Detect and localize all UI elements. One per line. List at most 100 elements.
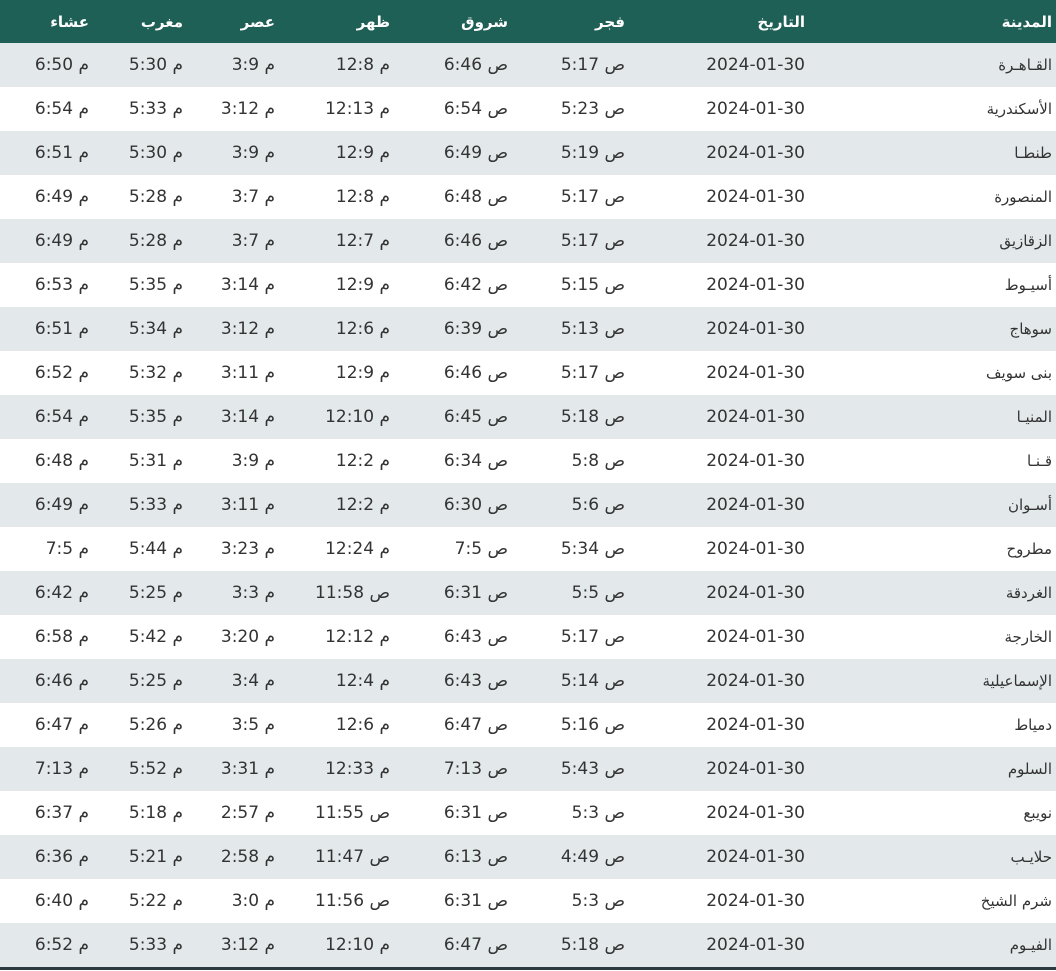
cell-isha: 6:47 م — [34, 715, 89, 735]
cell-dhuhr: 12:9 م — [335, 143, 390, 163]
cell-maghrib: 5:21 م — [128, 847, 183, 867]
cell-city: طنطـا — [1014, 144, 1052, 162]
cell-asr: 3:20 م — [220, 627, 275, 647]
table-row: شرم الشيخ 2024-01-30 5:3 ص 6:31 ص 11:56 ص 3:0… — [0, 879, 1056, 923]
cell-asr: 3:12 م — [220, 319, 275, 339]
cell-fajr: 5:23 ص — [560, 99, 625, 119]
cell-asr: 3:11 م — [220, 495, 275, 515]
cell-sunrise: 6:46 ص — [443, 363, 508, 383]
cell-asr: 3:9 م — [231, 143, 275, 163]
cell-city: دمياط — [1014, 716, 1052, 734]
cell-city: مطروح — [1006, 540, 1052, 558]
cell-fajr: 5:14 ص — [560, 671, 625, 691]
table-row: حلايـب 2024-01-30 4:49 ص 6:13 ص 11:47 ص 2:58 … — [0, 835, 1056, 879]
cell-city: بنى سويف — [986, 364, 1052, 382]
cell-isha: 6:50 م — [34, 55, 89, 75]
table-body: القـاهـرة 2024-01-30 5:17 ص 6:46 ص 12:8 م 3:9… — [0, 43, 1056, 967]
cell-sunrise: 6:46 ص — [443, 55, 508, 75]
cell-dhuhr: 12:12 م — [325, 627, 390, 647]
cell-dhuhr: 12:6 م — [335, 319, 390, 339]
cell-dhuhr: 12:8 م — [335, 187, 390, 207]
cell-sunrise: 6:47 ص — [443, 715, 508, 735]
cell-city: القـاهـرة — [998, 56, 1052, 74]
cell-date: 2024-01-30 — [706, 143, 805, 163]
table-row: دمياط 2024-01-30 5:16 ص 6:47 ص 12:6 م 3:5 م 5:… — [0, 703, 1056, 747]
cell-sunrise: 6:30 ص — [443, 495, 508, 515]
cell-sunrise: 6:54 ص — [443, 99, 508, 119]
cell-city: الأسكندرية — [986, 100, 1052, 118]
cell-dhuhr: 11:55 ص — [315, 803, 390, 823]
cell-asr: 3:3 م — [231, 583, 275, 603]
cell-date: 2024-01-30 — [706, 627, 805, 647]
table-row: الخارجة 2024-01-30 5:17 ص 6:43 ص 12:12 م 3:20… — [0, 615, 1056, 659]
cell-fajr: 5:3 ص — [571, 891, 625, 911]
table-row: الزقازيق 2024-01-30 5:17 ص 6:46 ص 12:7 م 3:7 … — [0, 219, 1056, 263]
cell-city: السلوم — [1007, 760, 1052, 778]
cell-isha: 6:52 م — [34, 935, 89, 955]
header-maghrib: مغرب — [140, 12, 183, 31]
cell-maghrib: 5:33 م — [128, 495, 183, 515]
cell-isha: 6:49 م — [34, 231, 89, 251]
header-sunrise: شروق — [461, 12, 508, 31]
table-row: الإسماعيلية 2024-01-30 5:14 ص 6:43 ص 12:4 م 3… — [0, 659, 1056, 703]
cell-dhuhr: 11:56 ص — [315, 891, 390, 911]
cell-isha: 6:52 م — [34, 363, 89, 383]
cell-maghrib: 5:30 م — [128, 143, 183, 163]
table-row: بنى سويف 2024-01-30 5:17 ص 6:46 ص 12:9 م 3:11… — [0, 351, 1056, 395]
cell-asr: 3:12 م — [220, 935, 275, 955]
cell-maghrib: 5:25 م — [128, 583, 183, 603]
header-isha: عشاء — [50, 12, 89, 31]
cell-dhuhr: 11:58 ص — [315, 583, 390, 603]
cell-fajr: 5:17 ص — [560, 363, 625, 383]
cell-date: 2024-01-30 — [706, 495, 805, 515]
cell-asr: 3:9 م — [231, 451, 275, 471]
cell-dhuhr: 12:9 م — [335, 275, 390, 295]
cell-sunrise: 6:49 ص — [443, 143, 508, 163]
cell-sunrise: 7:13 ص — [443, 759, 508, 779]
cell-city: الخارجة — [1004, 628, 1052, 646]
header-asr: عصر — [240, 12, 275, 31]
cell-sunrise: 6:34 ص — [443, 451, 508, 471]
cell-dhuhr: 12:10 م — [325, 407, 390, 427]
cell-city: أسيـوط — [1004, 276, 1052, 294]
cell-sunrise: 6:45 ص — [443, 407, 508, 427]
cell-fajr: 5:34 ص — [560, 539, 625, 559]
cell-maghrib: 5:28 م — [128, 187, 183, 207]
table-row: مطروح 2024-01-30 5:34 ص 7:5 ص 12:24 م 3:23 م 5… — [0, 527, 1056, 571]
cell-isha: 6:40 م — [34, 891, 89, 911]
cell-fajr: 5:6 ص — [571, 495, 625, 515]
cell-date: 2024-01-30 — [706, 275, 805, 295]
cell-maghrib: 5:33 م — [128, 99, 183, 119]
cell-isha: 6:49 م — [34, 495, 89, 515]
table-bottom-border — [0, 967, 1056, 970]
cell-isha: 6:46 م — [34, 671, 89, 691]
cell-isha: 6:48 م — [34, 451, 89, 471]
cell-maghrib: 5:26 م — [128, 715, 183, 735]
cell-asr: 2:57 م — [220, 803, 275, 823]
cell-fajr: 5:8 ص — [571, 451, 625, 471]
cell-fajr: 5:16 ص — [560, 715, 625, 735]
cell-maghrib: 5:32 م — [128, 363, 183, 383]
cell-date: 2024-01-30 — [706, 407, 805, 427]
cell-date: 2024-01-30 — [706, 891, 805, 911]
cell-dhuhr: 12:2 م — [335, 451, 390, 471]
cell-isha: 6:37 م — [34, 803, 89, 823]
cell-maghrib: 5:31 م — [128, 451, 183, 471]
cell-sunrise: 6:43 ص — [443, 671, 508, 691]
cell-sunrise: 6:31 ص — [443, 891, 508, 911]
cell-fajr: 5:18 ص — [560, 935, 625, 955]
cell-maghrib: 5:30 م — [128, 55, 183, 75]
table-row: طنطـا 2024-01-30 5:19 ص 6:49 ص 12:9 م 3:9 م 5:… — [0, 131, 1056, 175]
cell-maghrib: 5:44 م — [128, 539, 183, 559]
table-row: الغردقة 2024-01-30 5:5 ص 6:31 ص 11:58 ص 3:3 م… — [0, 571, 1056, 615]
cell-city: قـنـا — [1026, 452, 1052, 470]
cell-date: 2024-01-30 — [706, 231, 805, 251]
cell-fajr: 5:13 ص — [560, 319, 625, 339]
cell-date: 2024-01-30 — [706, 847, 805, 867]
cell-asr: 3:7 م — [231, 231, 275, 251]
cell-fajr: 4:49 ص — [560, 847, 625, 867]
table-row: قـنـا 2024-01-30 5:8 ص 6:34 ص 12:2 م 3:9 م 5:3… — [0, 439, 1056, 483]
cell-maghrib: 5:18 م — [128, 803, 183, 823]
cell-fajr: 5:17 ص — [560, 187, 625, 207]
cell-dhuhr: 12:2 م — [335, 495, 390, 515]
